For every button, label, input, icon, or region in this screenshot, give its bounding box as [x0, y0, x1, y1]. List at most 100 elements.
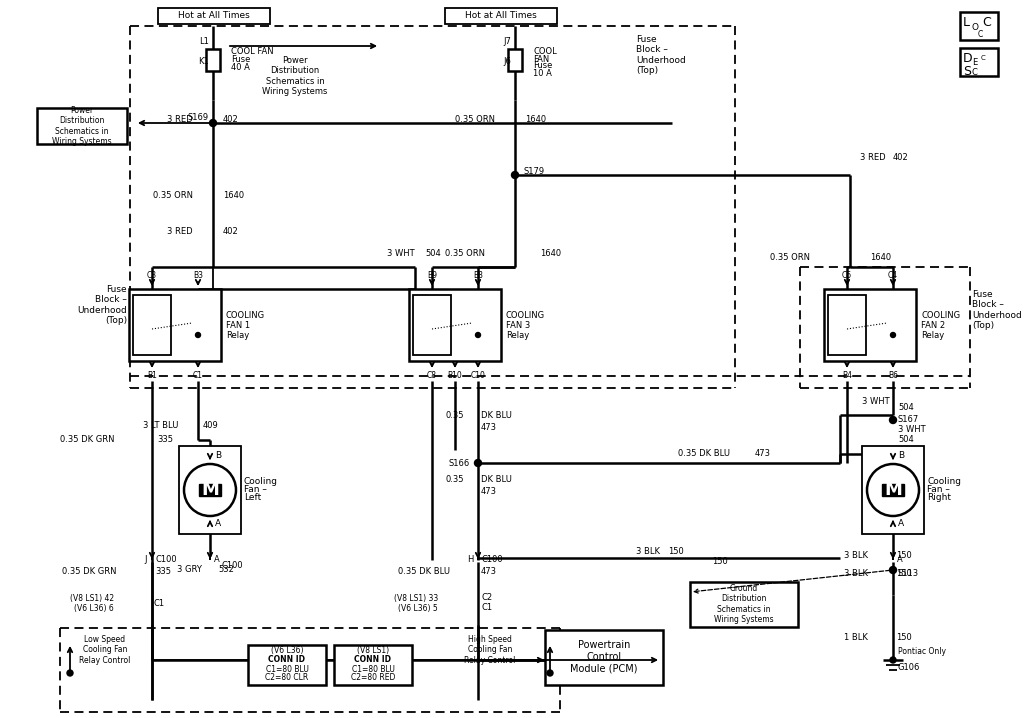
Text: B9: B9	[427, 271, 437, 281]
Text: 0.35 ORN: 0.35 ORN	[153, 190, 193, 200]
Bar	[158, 8, 270, 24]
Text: 3 RED: 3 RED	[167, 228, 193, 236]
Text: C3: C3	[146, 271, 157, 281]
Text: 3 GRY: 3 GRY	[177, 566, 202, 574]
Text: 473: 473	[481, 567, 497, 577]
Text: Power
Distribution
Schematics in
Wiring Systems: Power Distribution Schematics in Wiring …	[262, 56, 328, 96]
Text: C4: C4	[888, 271, 898, 281]
Text: C8: C8	[427, 370, 437, 380]
Bar	[862, 446, 924, 534]
Bar	[334, 645, 412, 685]
Text: 3 BLK: 3 BLK	[844, 569, 868, 579]
Bar	[206, 49, 220, 71]
Text: K1: K1	[199, 57, 209, 67]
Text: C: C	[978, 30, 983, 39]
Text: Ground
Distribution
Schematics in
Wiring Systems: Ground Distribution Schematics in Wiring…	[714, 584, 774, 624]
Text: C: C	[982, 16, 991, 29]
Text: J6: J6	[503, 57, 511, 67]
Text: Low Speed
Cooling Fan
Relay Control: Low Speed Cooling Fan Relay Control	[79, 635, 131, 665]
Text: 0.35: 0.35	[445, 475, 464, 485]
Bar	[37, 108, 127, 144]
Text: 402: 402	[893, 152, 908, 162]
Text: 3 WHT: 3 WHT	[898, 426, 926, 434]
Text: FAN 2: FAN 2	[921, 320, 945, 330]
Text: 40 A: 40 A	[231, 63, 250, 73]
Text: 409: 409	[203, 421, 219, 429]
Text: Relay: Relay	[506, 330, 529, 340]
Text: COOLING: COOLING	[506, 310, 545, 320]
Text: 3 WHT: 3 WHT	[862, 396, 890, 406]
Text: C1: C1	[154, 599, 165, 607]
Text: COOL FAN: COOL FAN	[231, 47, 273, 57]
Text: 504: 504	[425, 249, 440, 258]
Text: Fuse
Block –
Underhood
(Top): Fuse Block – Underhood (Top)	[77, 285, 127, 325]
Text: C100: C100	[482, 554, 504, 564]
Text: D: D	[963, 52, 973, 65]
Text: 1640: 1640	[223, 190, 244, 200]
Text: 1640: 1640	[525, 114, 546, 123]
Text: Power
Distribution
Schematics in
Wiring Systems: Power Distribution Schematics in Wiring …	[52, 106, 112, 146]
Bar	[882, 484, 904, 496]
Text: A: A	[898, 520, 904, 528]
Text: FAN: FAN	[534, 55, 549, 65]
Circle shape	[890, 657, 896, 663]
Text: 473: 473	[755, 449, 771, 459]
Text: B8: B8	[473, 271, 483, 281]
Text: A: A	[214, 554, 220, 564]
Text: 1640: 1640	[540, 249, 561, 258]
Text: 0.35 ORN: 0.35 ORN	[770, 253, 810, 263]
Bar	[129, 289, 221, 361]
Circle shape	[196, 332, 201, 337]
Text: C2=80 RED: C2=80 RED	[351, 673, 395, 683]
Circle shape	[474, 460, 481, 467]
Text: COOLING: COOLING	[226, 310, 265, 320]
Text: 402: 402	[223, 114, 239, 123]
Bar	[445, 8, 557, 24]
Text: 3 RED: 3 RED	[860, 152, 886, 162]
Text: Powertrain
Control
Module (PCM): Powertrain Control Module (PCM)	[570, 640, 638, 673]
Text: Fuse: Fuse	[231, 55, 251, 65]
Text: J7: J7	[503, 37, 511, 47]
Text: C10: C10	[471, 370, 485, 380]
Text: O: O	[972, 23, 979, 32]
Text: High Speed
Cooling Fan
Relay Control: High Speed Cooling Fan Relay Control	[464, 635, 516, 665]
Circle shape	[891, 332, 896, 337]
Text: H: H	[467, 554, 473, 564]
Text: (V8 LS1): (V8 LS1)	[357, 646, 389, 656]
Text: 150: 150	[896, 633, 911, 643]
Text: Relay: Relay	[921, 330, 944, 340]
Circle shape	[890, 567, 896, 574]
Bar	[179, 446, 241, 534]
Text: 0.35 DK GRN: 0.35 DK GRN	[59, 436, 114, 444]
Text: C: C	[981, 55, 986, 61]
Text: B3: B3	[193, 271, 203, 281]
Text: 0.35 DK BLU: 0.35 DK BLU	[678, 449, 730, 459]
Text: L: L	[963, 16, 970, 29]
Text: 0.35 ORN: 0.35 ORN	[445, 249, 485, 258]
Text: FAN 1: FAN 1	[226, 320, 250, 330]
Text: Fuse
Block –
Underhood
(Top): Fuse Block – Underhood (Top)	[972, 290, 1022, 330]
Text: (V6 L36) 6: (V6 L36) 6	[75, 604, 114, 612]
Bar	[413, 295, 451, 355]
Text: 150: 150	[896, 551, 911, 559]
Text: B10: B10	[447, 370, 463, 380]
Circle shape	[890, 416, 896, 424]
Text: 504: 504	[898, 436, 913, 444]
Bar	[545, 630, 663, 685]
Text: 1640: 1640	[870, 253, 891, 263]
Text: S113: S113	[898, 569, 920, 579]
Text: 0.35 ORN: 0.35 ORN	[455, 114, 495, 123]
Text: 3 WHT: 3 WHT	[387, 249, 415, 258]
Text: 402: 402	[223, 228, 239, 236]
Bar	[409, 289, 501, 361]
Text: L1: L1	[199, 37, 209, 47]
Text: DK BLU: DK BLU	[481, 475, 512, 485]
Text: (V6 L36) 5: (V6 L36) 5	[398, 604, 438, 612]
Text: 335: 335	[155, 567, 171, 577]
Text: Cooling: Cooling	[244, 477, 278, 487]
Text: B: B	[215, 452, 221, 460]
Text: 150: 150	[896, 569, 911, 579]
Text: C1=80 BLU: C1=80 BLU	[351, 664, 394, 673]
Circle shape	[547, 670, 553, 676]
Bar	[961, 48, 998, 76]
